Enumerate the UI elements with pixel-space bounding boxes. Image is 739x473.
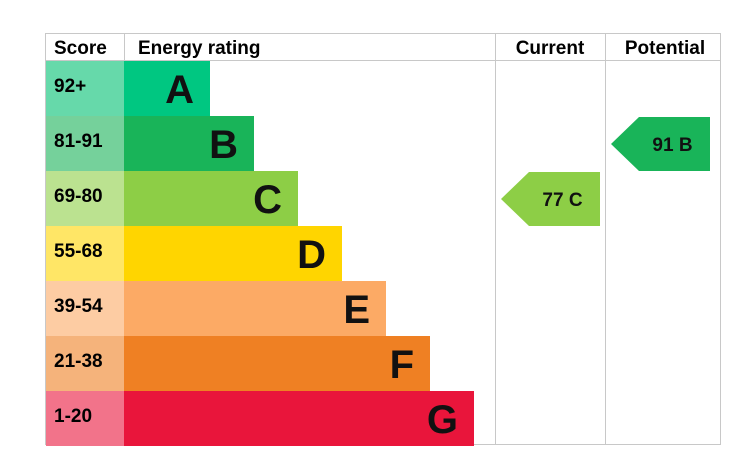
band-bar-e [124,281,386,336]
band-letter-g: G [427,398,458,442]
current-label: 77 C [542,190,582,211]
potential-label: 91 B [652,135,692,156]
score-range-f: 21-38 [54,351,103,372]
band-letter-d: D [297,233,326,277]
band-letter-e: E [343,288,370,332]
band-letter-c: C [253,178,282,222]
score-range-d: 55-68 [54,241,103,262]
score-cell-e [46,281,124,336]
band-bar-b [124,116,254,171]
score-cell-c [46,171,124,226]
potential-indicator: 91 B [611,117,710,171]
score-range-b: 81-91 [54,131,103,152]
band-letter-f: F [390,343,414,387]
current-arrow [501,172,600,226]
score-range-g: 1-20 [54,406,92,427]
potential-arrow [611,117,710,171]
band-bar-g [124,391,474,446]
score-range-a: 92+ [54,76,86,97]
header-potential: Potential [625,38,705,59]
header-energy-rating: Energy rating [138,38,260,59]
score-range-c: 69-80 [54,186,103,207]
score-cell-f [46,336,124,391]
band-letter-b: B [209,123,238,167]
score-cell-g [46,391,124,446]
score-range-e: 39-54 [54,296,103,317]
score-cell-d [46,226,124,281]
band-letter-a: A [165,68,194,112]
rating-bands: 92+ A 81-91 B 69-80 C 55-68 D 39-54 E 21-38 F 1-20 G [46,61,474,446]
band-bar-a [124,61,210,116]
current-indicator: 77 C [501,172,600,226]
header-current: Current [516,38,585,59]
header-score: Score [54,38,107,59]
band-bar-d [124,226,342,281]
score-cell-a [46,61,124,116]
score-cell-b [46,116,124,171]
band-bar-c [124,171,298,226]
band-bar-f [124,336,430,391]
